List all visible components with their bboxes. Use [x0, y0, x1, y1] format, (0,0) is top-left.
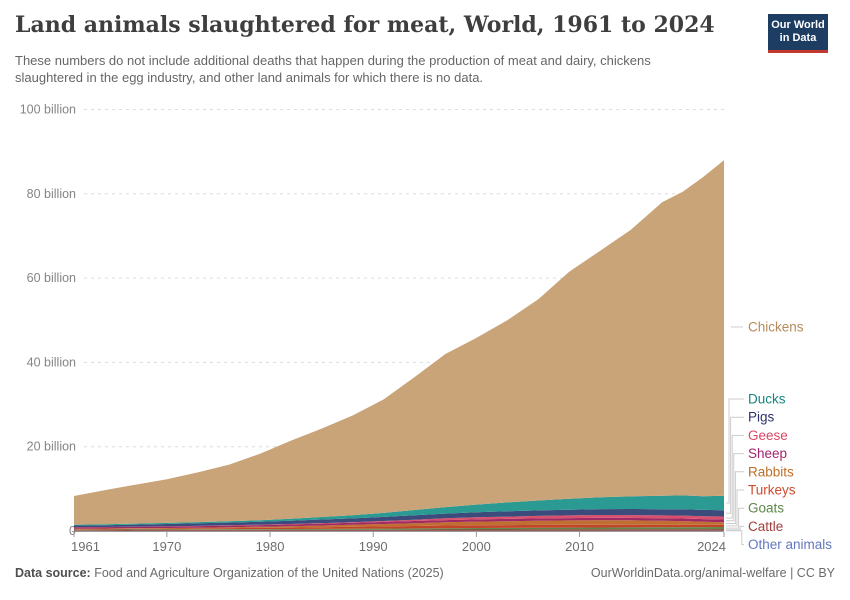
legend-label-chickens[interactable]: Chickens	[748, 319, 804, 334]
logo-line2: in Data	[779, 32, 817, 44]
area-ducks[interactable]	[74, 495, 724, 526]
data-source-label: Data source:	[15, 566, 91, 580]
x-tick-label: 1990	[359, 539, 388, 554]
footer-right: OurWorldinData.org/animal-welfare | CC B…	[591, 566, 835, 580]
area-chickens[interactable]	[74, 160, 724, 525]
x-tick-label: 1980	[256, 539, 285, 554]
page-title: Land animals slaughtered for meat, World…	[15, 12, 715, 38]
x-tick-label: 1961	[71, 539, 100, 554]
area-sheep[interactable]	[74, 517, 724, 529]
legend-label-goats[interactable]: Goats	[748, 501, 784, 516]
legend-label-pigs[interactable]: Pigs	[748, 410, 775, 425]
x-tick-label: 2024	[697, 539, 726, 554]
y-tick-label: 40 billion	[27, 355, 76, 369]
chart-footer: Data source: Food and Agriculture Organi…	[15, 566, 835, 582]
legend-connector	[726, 434, 744, 519]
legend-connector	[726, 489, 744, 527]
legend-label-other-animals[interactable]: Other animals	[748, 537, 832, 552]
area-cattle[interactable]	[74, 529, 724, 531]
y-tick-label: 0	[69, 524, 76, 538]
area-turkeys[interactable]	[74, 524, 724, 530]
data-source-text: Food and Agriculture Organization of the…	[90, 566, 444, 580]
logo-line1: Our World	[771, 19, 825, 31]
x-tick-label: 2000	[462, 539, 491, 554]
legend-connector	[726, 525, 744, 531]
y-tick-label: 60 billion	[27, 271, 76, 285]
chart-subtitle: These numbers do not include additional …	[15, 53, 651, 85]
footer-separator: |	[786, 566, 797, 580]
y-tick-label: 100 billion	[20, 102, 76, 116]
legend-connector	[726, 416, 744, 514]
cc-by-link[interactable]: CC BY	[796, 566, 835, 580]
area-goats[interactable]	[74, 527, 724, 531]
chart-svg: 0 20 billion 40 billion 60 billion 80 billio…	[20, 102, 833, 554]
owid-link[interactable]: OurWorldinData.org/animal-welfare	[590, 566, 787, 580]
area-pigs[interactable]	[74, 509, 724, 528]
legend-label-turkeys[interactable]: Turkeys	[748, 483, 796, 498]
data-source-line: Data source: Food and Agriculture Organi…	[15, 566, 444, 580]
legend-connector	[726, 471, 744, 524]
legend-connector	[726, 507, 744, 529]
legend-label-geese[interactable]: Geese	[748, 428, 788, 443]
legend-connector	[726, 398, 744, 504]
area-geese[interactable]	[74, 515, 724, 528]
area-rabbits[interactable]	[74, 520, 724, 530]
legend-label-cattle[interactable]: Cattle	[748, 519, 783, 534]
legend-connector	[726, 453, 744, 522]
legend-label-sheep[interactable]: Sheep	[748, 446, 787, 461]
logo-text: Our World in Data	[771, 19, 825, 45]
legend-label-ducks[interactable]: Ducks	[748, 392, 786, 407]
x-tick-label: 1970	[152, 539, 181, 554]
x-tick-label: 2010	[565, 539, 594, 554]
owid-logo[interactable]: Our World in Data	[768, 14, 828, 53]
logo-red-bar	[768, 50, 828, 53]
legend-connector	[726, 530, 744, 546]
y-tick-label: 80 billion	[27, 187, 76, 201]
y-tick-label: 20 billion	[27, 440, 76, 454]
legend-label-rabbits[interactable]: Rabbits	[748, 464, 794, 479]
